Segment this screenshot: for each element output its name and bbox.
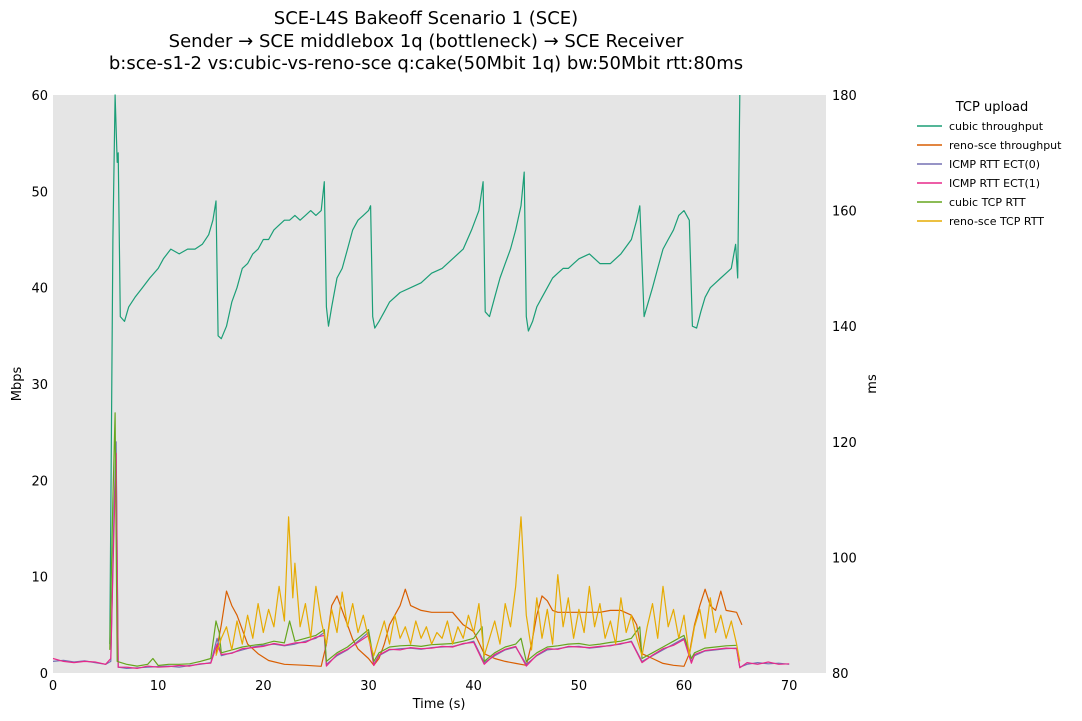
y2-tick-label-4: 160 [832,205,857,220]
x-tick-label-2: 20 [255,679,272,694]
chart-title-line-2: Sender → SCE middlebox 1q (bottleneck) →… [169,31,684,52]
x-tick-label-7: 70 [781,679,798,694]
x-tick-label-5: 50 [571,679,588,694]
y-axis-ticks: 0 10 20 30 40 50 60 [31,89,48,682]
series-line-1 [215,588,743,667]
y-tick-label-4: 40 [31,282,48,297]
series-line-0 [109,94,741,645]
y-tick-label-3: 30 [31,378,48,393]
legend-label-1: reno-sce throughput [949,139,1062,152]
series-line-4 [109,412,737,667]
x-tick-label-1: 10 [150,679,167,694]
legend-item-4: cubic TCP RTT [917,196,1026,209]
legend-item-2: ICMP RTT ECT(0) [917,158,1040,171]
legend-item-1: reno-sce throughput [917,139,1062,152]
y2-tick-label-3: 140 [832,320,857,335]
legend-label-4: cubic TCP RTT [949,196,1026,209]
y2-tick-label-0: 80 [832,667,849,682]
x-tick-label-0: 0 [49,679,57,694]
legend-label-3: ICMP RTT ECT(1) [949,177,1040,190]
y2-tick-label-5: 180 [832,89,857,104]
x-axis-label: Time (s) [412,697,466,712]
y2-tick-label-2: 120 [832,436,857,451]
legend: TCP upload cubic throughput reno-sce thro… [917,100,1062,228]
y2-axis-label: ms [865,374,880,394]
legend-item-5: reno-sce TCP RTT [917,215,1044,228]
y-tick-label-5: 50 [31,185,48,200]
y2-tick-label-1: 100 [832,551,857,566]
y2-axis-ticks: 80 100 120 140 160 180 [832,89,857,682]
legend-item-0: cubic throughput [917,120,1044,133]
chart-title-line-1: SCE-L4S Bakeoff Scenario 1 (SCE) [274,8,578,29]
legend-label-0: cubic throughput [949,120,1044,133]
x-tick-label-6: 60 [676,679,693,694]
y-tick-label-1: 10 [31,571,48,586]
legend-label-2: ICMP RTT ECT(0) [949,158,1040,171]
x-tick-label-3: 30 [360,679,377,694]
chart-title-line-3: b:sce-s1-2 vs:cubic-vs-reno-sce q:cake(5… [109,53,743,74]
legend-label-5: reno-sce TCP RTT [949,215,1044,228]
plot-area [53,95,826,673]
series-line-5 [215,516,741,662]
y-tick-label-6: 60 [31,89,48,104]
chart-title: SCE-L4S Bakeoff Scenario 1 (SCE) Sender … [109,8,743,74]
series-layer [52,94,790,670]
legend-title: TCP upload [955,100,1029,115]
y-tick-label-2: 20 [31,474,48,489]
x-axis-ticks: 0 10 20 30 40 50 60 70 [49,679,798,694]
y-tick-label-0: 0 [40,667,48,682]
y-axis-label: Mbps [10,367,25,402]
series-line-3 [52,452,790,670]
x-tick-label-4: 40 [465,679,482,694]
legend-item-3: ICMP RTT ECT(1) [917,177,1040,190]
